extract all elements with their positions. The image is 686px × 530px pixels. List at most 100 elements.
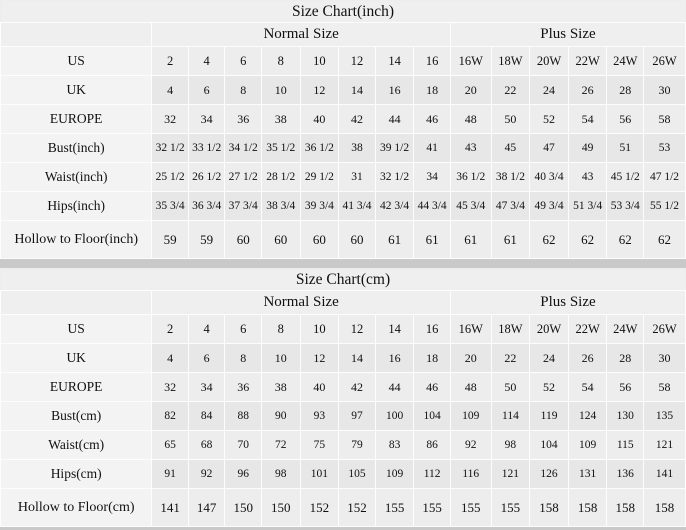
cell-hips-inch-6: 42 3/4: [374, 191, 415, 221]
cell-bust-cm-12: 130: [606, 401, 645, 431]
cell-hollow-to-floor-inch-9: 61: [490, 220, 531, 259]
cell-hollow-to-floor-cm-5: 152: [338, 488, 376, 527]
cell-uk-8: 20: [449, 343, 492, 373]
cell-uk-8: 20: [449, 75, 492, 105]
row-label-waist-cm: Waist(cm): [0, 430, 153, 460]
cell-waist-cm-2: 70: [224, 430, 262, 460]
cell-hollow-to-floor-cm-4: 152: [299, 488, 340, 527]
cell-bust-cm-7: 104: [413, 401, 451, 431]
group-header-plus-size: Plus Size: [449, 290, 686, 315]
row-label-bust-cm: Bust(cm): [0, 401, 153, 431]
table-row: Hips(inch) 35 3/4 36 3/4 37 3/4 38 3/4 39 3/4…: [0, 191, 686, 221]
cell-us-2: 6: [224, 314, 262, 344]
cell-uk-7: 18: [413, 75, 451, 105]
size-chart-cm-body: Size Chart(cm) Normal Size Plus Size US 2 4 6 8…: [0, 268, 686, 527]
cell-waist-inch-12: 45 1/2: [606, 162, 645, 192]
group-header-row: Normal Size Plus Size: [0, 290, 686, 315]
cell-europe-6: 44: [374, 104, 415, 134]
cell-us-0: 2: [151, 314, 189, 344]
cell-europe-10: 52: [529, 104, 569, 134]
cell-bust-inch-8: 43: [449, 133, 492, 163]
cell-bust-inch-6: 39 1/2: [374, 133, 415, 163]
cell-hips-inch-9: 47 3/4: [490, 191, 531, 221]
table-row: US 2 4 6 8 10 12 14 16 16W 18W 20W 22W 24W 26W: [0, 314, 686, 344]
cell-us-13: 26W: [643, 46, 686, 76]
size-chart-cm-block: Size Chart(cm) Normal Size Plus Size US 2 4 6 8…: [0, 268, 686, 527]
cell-bust-cm-5: 97: [338, 401, 376, 431]
row-label-europe: EUROPE: [0, 104, 153, 134]
cell-hollow-to-floor-cm-2: 150: [224, 488, 262, 527]
cell-waist-inch-7: 34: [413, 162, 451, 192]
cell-europe-2: 36: [224, 104, 262, 134]
cell-hips-inch-7: 44 3/4: [413, 191, 451, 221]
chart-title: Size Chart(cm): [0, 268, 686, 291]
cell-europe-12: 56: [606, 372, 645, 402]
cell-europe-3: 38: [260, 104, 301, 134]
cell-hollow-to-floor-cm-1: 147: [187, 488, 226, 527]
row-label-europe: EUROPE: [0, 372, 153, 402]
cell-europe-0: 32: [151, 372, 189, 402]
table-row: Hips(cm) 91 92 96 98 101 105 109 112 116 121 126 131…: [0, 459, 686, 489]
size-chart-cm-table: Size Chart(cm) Normal Size Plus Size US 2 4 6 8…: [0, 268, 686, 527]
cell-waist-cm-1: 68: [187, 430, 226, 460]
cell-us-2: 6: [224, 46, 262, 76]
cell-europe-1: 34: [187, 372, 226, 402]
cell-uk-11: 26: [567, 343, 608, 373]
cell-bust-inch-0: 32 1/2: [151, 133, 189, 163]
group-header-normal-size: Normal Size: [151, 22, 451, 47]
cell-hollow-to-floor-cm-6: 155: [374, 488, 415, 527]
cell-bust-cm-3: 90: [260, 401, 301, 431]
size-chart-inch-body: Size Chart(inch) Normal Size Plus Size US 2 4…: [0, 0, 686, 259]
cell-uk-9: 22: [490, 343, 531, 373]
cell-uk-5: 14: [338, 343, 376, 373]
cell-europe-9: 50: [490, 372, 531, 402]
cell-europe-1: 34: [187, 104, 226, 134]
cell-hollow-to-floor-inch-4: 60: [299, 220, 340, 259]
cell-us-11: 22W: [567, 46, 608, 76]
cell-waist-inch-10: 40 3/4: [529, 162, 569, 192]
cell-europe-0: 32: [151, 104, 189, 134]
cell-uk-12: 28: [606, 343, 645, 373]
cell-us-11: 22W: [567, 314, 608, 344]
cell-us-8: 16W: [449, 314, 492, 344]
cell-waist-inch-3: 28 1/2: [260, 162, 301, 192]
cell-uk-6: 16: [374, 343, 415, 373]
table-row: Hollow to Floor(cm) 141 147 150 150 152 152 155…: [0, 488, 686, 527]
cell-uk-2: 8: [224, 75, 262, 105]
cell-uk-11: 26: [567, 75, 608, 105]
table-row: Waist(cm) 65 68 70 72 75 79 83 86 92 98 104 109 115 12…: [0, 430, 686, 460]
cell-bust-inch-3: 35 1/2: [260, 133, 301, 163]
cell-us-10: 20W: [529, 46, 569, 76]
cell-uk-7: 18: [413, 343, 451, 373]
cell-europe-3: 38: [260, 372, 301, 402]
cell-hollow-to-floor-inch-1: 59: [187, 220, 226, 259]
cell-uk-4: 12: [299, 343, 340, 373]
cell-bust-inch-12: 51: [606, 133, 645, 163]
group-header-normal-size: Normal Size: [151, 290, 451, 315]
cell-uk-3: 10: [260, 75, 301, 105]
cell-bust-cm-9: 114: [490, 401, 531, 431]
cell-waist-inch-1: 26 1/2: [187, 162, 226, 192]
cell-waist-cm-6: 83: [374, 430, 415, 460]
size-chart-inch-block: Size Chart(inch) Normal Size Plus Size US 2 4…: [0, 0, 686, 259]
cell-us-10: 20W: [529, 314, 569, 344]
cell-hips-inch-4: 39 3/4: [299, 191, 340, 221]
corner-cell: [0, 22, 153, 47]
cell-bust-cm-10: 119: [529, 401, 569, 431]
cell-uk-1: 6: [187, 75, 226, 105]
cell-hollow-to-floor-inch-3: 60: [260, 220, 301, 259]
cell-uk-13: 30: [643, 343, 686, 373]
cell-bust-inch-5: 38: [338, 133, 376, 163]
cell-hollow-to-floor-inch-12: 62: [606, 220, 645, 259]
cell-us-7: 16: [413, 314, 451, 344]
cell-hollow-to-floor-cm-8: 155: [449, 488, 492, 527]
cell-waist-cm-3: 72: [260, 430, 301, 460]
cell-hips-inch-10: 49 3/4: [529, 191, 569, 221]
cell-uk-6: 16: [374, 75, 415, 105]
cell-us-12: 24W: [606, 314, 645, 344]
cell-hips-inch-13: 55 1/2: [643, 191, 686, 221]
cell-europe-8: 48: [449, 372, 492, 402]
cell-hips-cm-6: 109: [374, 459, 415, 489]
cell-europe-4: 40: [299, 372, 340, 402]
